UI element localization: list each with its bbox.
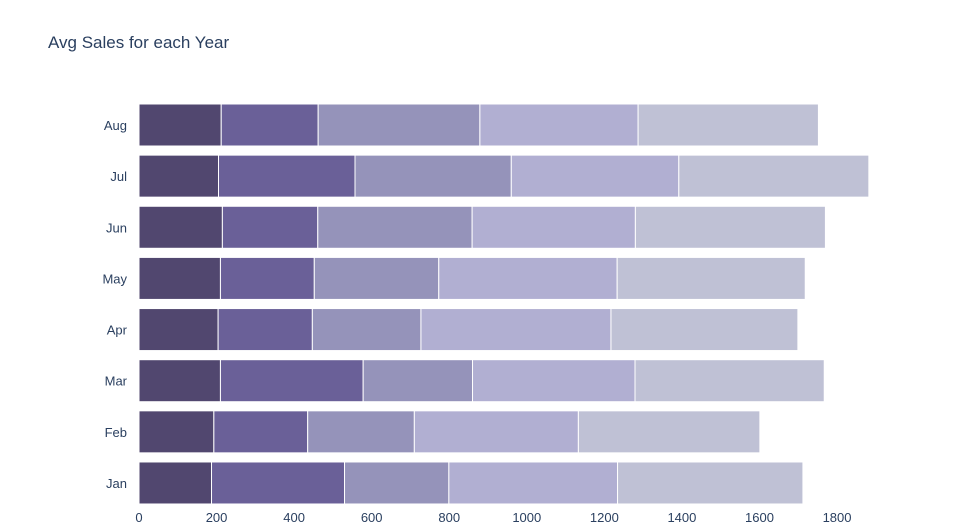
bar-segment-jan-3 — [344, 461, 450, 505]
bar-segment-aug-3 — [317, 103, 481, 147]
y-tick-label: Jan — [106, 476, 127, 491]
bar-segment-may-4 — [438, 256, 618, 300]
bar-segment-mar-5 — [634, 359, 825, 403]
bar-segment-mar-3 — [362, 359, 474, 403]
bar-segment-feb-5 — [577, 410, 761, 454]
x-tick-label: 1400 — [667, 510, 696, 525]
bar-segment-jan-1 — [138, 461, 213, 505]
x-tick-label: 800 — [438, 510, 460, 525]
bar-segment-jul-4 — [510, 154, 680, 198]
bar-segment-feb-2 — [213, 410, 309, 454]
bar-segment-feb-3 — [307, 410, 415, 454]
y-tick-label: Jun — [106, 220, 127, 235]
y-tick-label: Aug — [104, 118, 127, 133]
chart-title: Avg Sales for each Year — [48, 33, 230, 52]
bar-segment-jan-5 — [617, 461, 804, 505]
x-tick-label: 0 — [135, 510, 142, 525]
x-axis-ticks: 0 200 400 600 800 1000 1200 1400 1600 1800 — [135, 510, 851, 525]
bar-segment-jul-5 — [678, 154, 870, 198]
x-tick-label: 1800 — [823, 510, 852, 525]
bar-segment-aug-5 — [637, 103, 819, 147]
x-tick-label: 600 — [361, 510, 383, 525]
bar-segment-jun-3 — [317, 205, 473, 249]
bar-segment-aug-4 — [479, 103, 639, 147]
y-tick-label: Feb — [105, 425, 127, 440]
bar-segment-may-5 — [616, 256, 806, 300]
bar-segment-jun-5 — [634, 205, 826, 249]
bar-segment-jun-1 — [138, 205, 223, 249]
bar-segment-feb-1 — [138, 410, 215, 454]
y-tick-label: Apr — [107, 323, 128, 338]
bar-segment-jul-1 — [138, 154, 219, 198]
bar-segment-aug-1 — [138, 103, 222, 147]
y-tick-label: Jul — [110, 169, 127, 184]
bar-segment-feb-4 — [413, 410, 579, 454]
x-tick-label: 1200 — [590, 510, 619, 525]
bar-segment-jun-4 — [471, 205, 636, 249]
bar-segment-may-1 — [138, 256, 221, 300]
x-tick-label: 1000 — [512, 510, 541, 525]
bar-segment-apr-1 — [138, 308, 219, 352]
bar-segment-mar-4 — [472, 359, 636, 403]
bar-segment-mar-1 — [138, 359, 221, 403]
bar-segment-mar-2 — [219, 359, 364, 403]
bar-segment-apr-5 — [610, 308, 799, 352]
y-tick-label: May — [102, 271, 127, 286]
bar-segment-apr-4 — [420, 308, 612, 352]
bar-segment-jul-2 — [217, 154, 356, 198]
x-tick-label: 200 — [206, 510, 228, 525]
bar-segment-jan-4 — [448, 461, 619, 505]
bars-layer — [138, 103, 870, 505]
y-tick-label: Mar — [105, 374, 128, 389]
bar-segment-apr-2 — [217, 308, 313, 352]
bar-segment-may-3 — [313, 256, 440, 300]
bar-segment-aug-2 — [220, 103, 319, 147]
x-tick-label: 1600 — [745, 510, 774, 525]
bar-segment-jul-3 — [354, 154, 512, 198]
bar-segment-jan-2 — [211, 461, 346, 505]
x-tick-label: 400 — [283, 510, 305, 525]
y-axis-ticks: Jan Feb Mar Apr May Jun Jul Aug — [102, 118, 127, 491]
bar-segment-apr-3 — [311, 308, 422, 352]
bar-segment-jun-2 — [221, 205, 319, 249]
bar-segment-may-2 — [219, 256, 315, 300]
